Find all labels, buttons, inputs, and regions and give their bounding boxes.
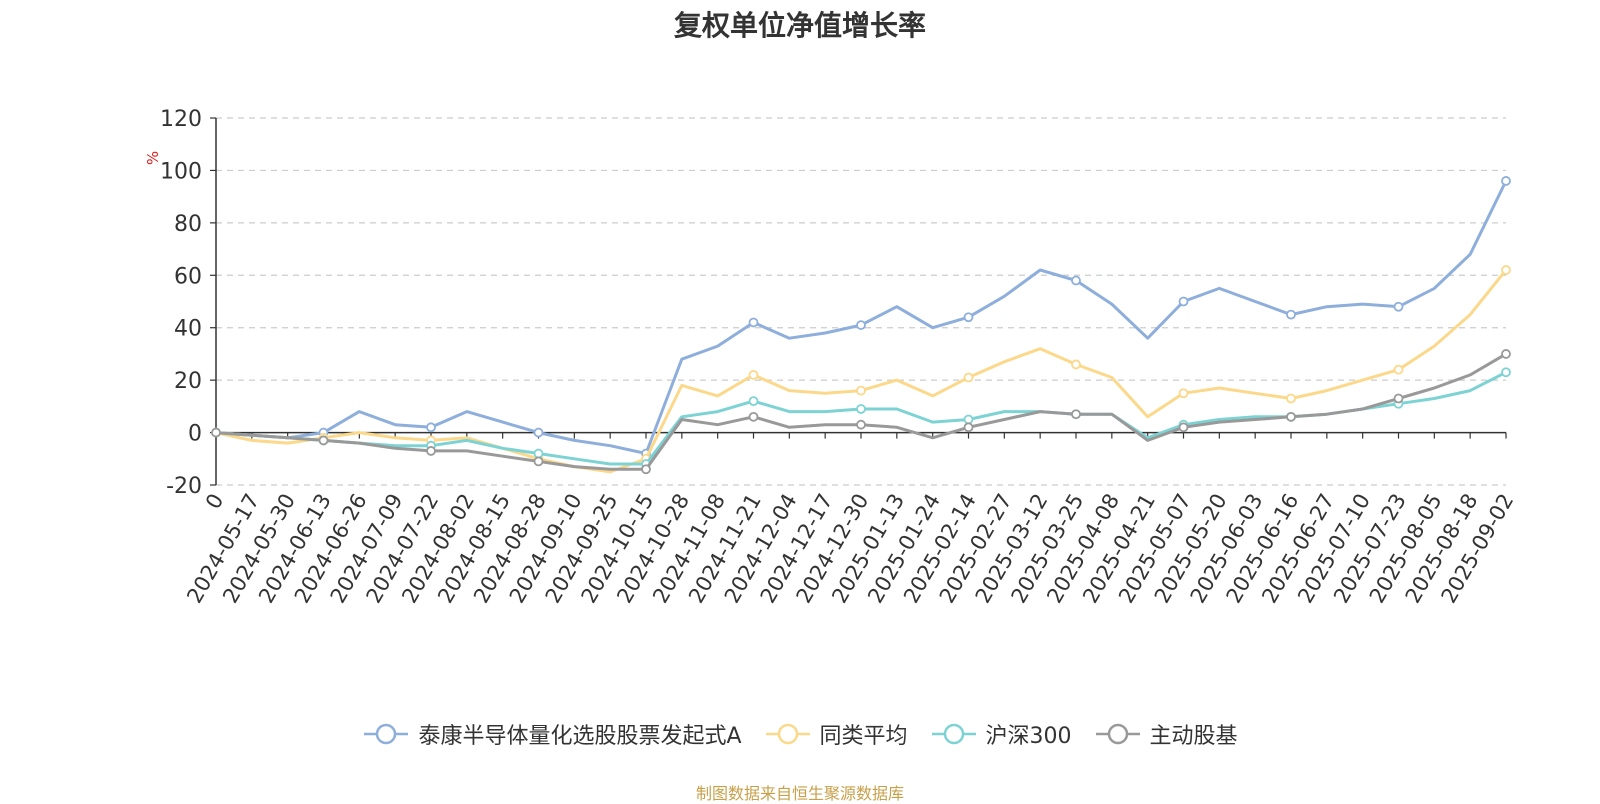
grid-lines [216, 117, 1506, 486]
legend-marker [943, 723, 964, 745]
source-note: 制图数据来自恒生聚源数据库 [695, 784, 904, 803]
data-point [1393, 364, 1404, 375]
axes [210, 117, 1507, 486]
tick-labels: -20020406080100120%02024-05-172024-05-30… [144, 107, 1518, 607]
y-tick-label: 20 [174, 369, 202, 394]
series-line [214, 268, 1508, 474]
legend-item[interactable]: 同类平均 [764, 718, 908, 750]
legend-label: 同类平均 [819, 724, 908, 749]
chart-title: 复权单位净值增长率 [673, 9, 926, 42]
legend-label: 主动股基 [1149, 724, 1238, 749]
series-lines [211, 176, 1511, 475]
legend-symbol-icon [765, 723, 810, 745]
data-point [963, 372, 974, 383]
y-tick-label: 80 [174, 212, 202, 237]
legend-marker [777, 723, 798, 745]
data-point [748, 369, 759, 380]
data-point [963, 312, 974, 323]
data-point [1501, 367, 1511, 378]
data-point [1501, 265, 1511, 275]
data-point [211, 427, 221, 438]
legend-item[interactable]: 泰康半导体量化选股股票发起式A [362, 718, 742, 750]
legend-symbol-icon [364, 723, 409, 745]
legend-symbol-icon [931, 723, 976, 745]
x-tick-label: 0 [201, 490, 228, 514]
data-point [426, 446, 436, 456]
y-tick-label: 0 [188, 422, 202, 447]
data-point [318, 435, 329, 446]
data-point [1393, 301, 1404, 312]
data-point [1393, 393, 1404, 404]
data-point [641, 464, 651, 475]
data-point [533, 448, 544, 459]
y-axis-label: % [144, 151, 162, 165]
data-point [1071, 275, 1081, 286]
data-point [426, 422, 436, 433]
legend: 泰康半导体量化选股股票发起式A 同类平均 沪深300 主动股基 [0, 718, 1600, 750]
legend-marker [376, 723, 397, 745]
data-point [1286, 309, 1296, 320]
legend-item[interactable]: 沪深300 [930, 718, 1072, 750]
y-tick-label: 60 [174, 264, 202, 289]
legend-item[interactable]: 主动股基 [1094, 718, 1238, 750]
data-point [856, 419, 866, 430]
data-point [1071, 359, 1081, 370]
data-point [533, 427, 544, 438]
legend-label: 沪深300 [985, 724, 1072, 749]
data-point [1178, 388, 1189, 399]
data-point [1178, 296, 1189, 307]
data-point [748, 396, 759, 407]
data-point [748, 411, 759, 422]
data-point [1286, 393, 1296, 404]
data-point [1178, 422, 1189, 433]
legend-marker [1107, 723, 1128, 745]
data-point [856, 404, 866, 414]
data-point [856, 320, 866, 330]
data-point [748, 317, 759, 328]
y-tick-label: 40 [174, 317, 202, 342]
y-tick-label: 100 [160, 159, 202, 184]
data-point [963, 414, 974, 425]
legend-symbol-icon [1095, 723, 1140, 745]
data-point [1501, 176, 1511, 186]
data-point [1071, 409, 1081, 420]
data-point [533, 456, 544, 467]
y-tick-label: -20 [166, 474, 202, 499]
data-point [1286, 411, 1296, 422]
data-point [1501, 349, 1511, 359]
data-point [963, 422, 974, 433]
y-tick-label: 120 [160, 107, 202, 132]
legend-label: 泰康半导体量化选股股票发起式A [418, 724, 742, 749]
data-point [856, 385, 866, 396]
